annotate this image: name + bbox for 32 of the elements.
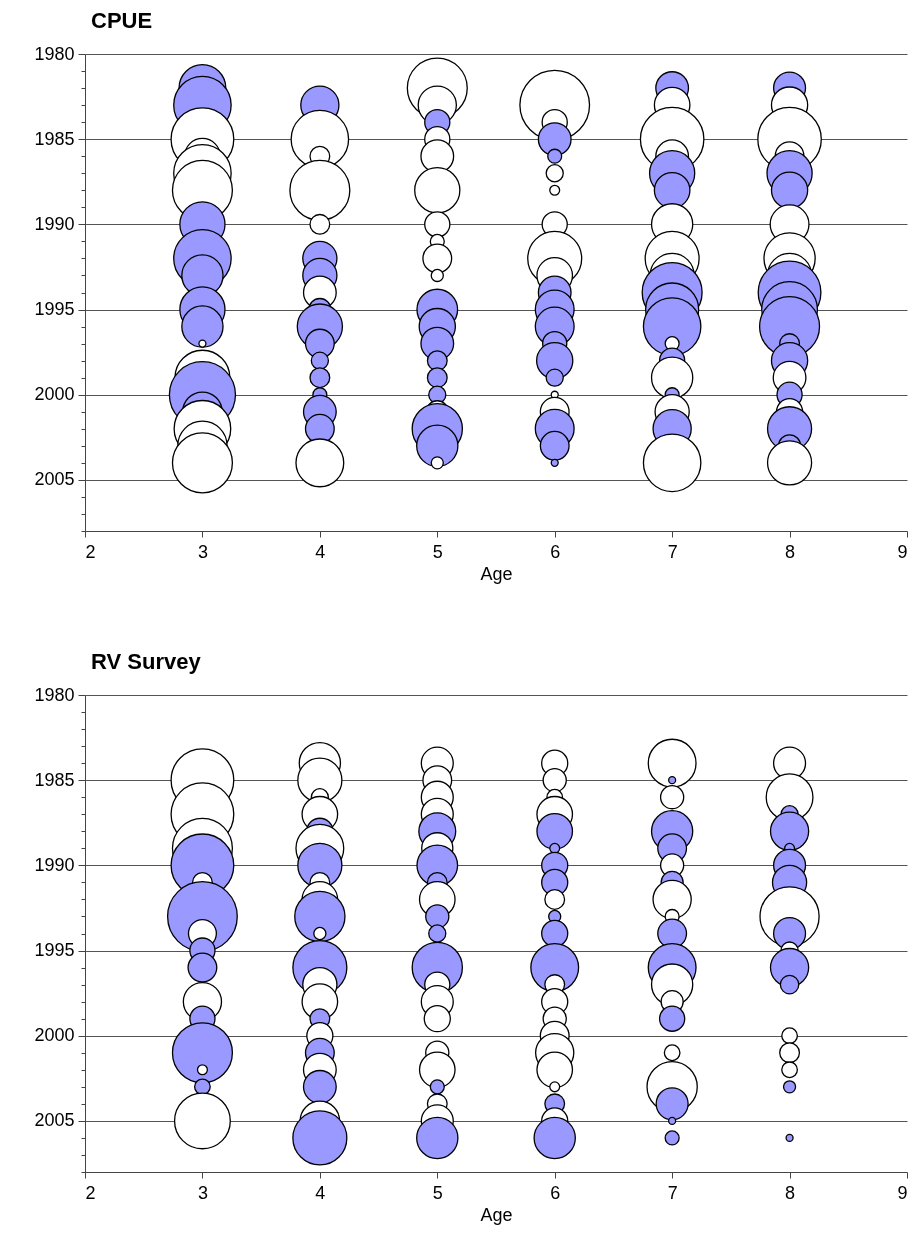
x-tick-label: 8 [785, 1182, 796, 1203]
x-tick-label: 6 [550, 1182, 561, 1203]
chart-title: CPUE [91, 8, 153, 33]
x-tick-label: 5 [432, 1182, 443, 1203]
y-tick-label: 1995 [34, 940, 75, 961]
x-tick-label: 5 [432, 541, 443, 562]
y-tick-label: 1985 [34, 769, 75, 790]
x-tick-label: 7 [667, 1182, 678, 1203]
x-tick-label: 3 [197, 1182, 208, 1203]
y-tick-label: 1980 [34, 43, 75, 64]
y-tick-label: 2000 [34, 384, 75, 405]
y-tick-label: 2005 [34, 1110, 75, 1131]
x-tick-label: 6 [550, 541, 561, 562]
x-tick-label: 3 [197, 541, 208, 562]
x-tick-label: 9 [897, 1182, 908, 1203]
y-tick-label: 1990 [34, 213, 75, 234]
chart-title: RV Survey [91, 649, 202, 674]
y-tick-label: 2005 [34, 469, 75, 490]
x-tick-label: 2 [85, 541, 96, 562]
x-tick-label: 9 [897, 541, 908, 562]
y-tick-label: 2000 [34, 1025, 75, 1046]
y-tick-label: 1980 [34, 684, 75, 705]
x-tick-label: 4 [315, 1182, 326, 1203]
y-tick-label: 1985 [34, 128, 75, 149]
x-tick-label: 7 [667, 541, 678, 562]
x-axis-title: Age [480, 563, 513, 584]
y-tick-label: 1995 [34, 299, 75, 320]
x-tick-label: 8 [785, 541, 796, 562]
x-tick-label: 2 [85, 1182, 96, 1203]
y-tick-label: 1990 [34, 854, 75, 875]
x-axis-title: Age [480, 1204, 513, 1225]
x-tick-label: 4 [315, 541, 326, 562]
